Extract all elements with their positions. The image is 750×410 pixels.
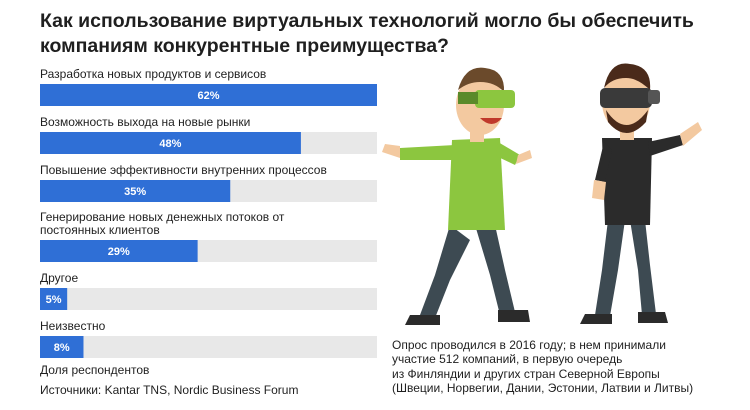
survey-note-line-2: участие 512 компаний, в первую очередь [392, 352, 623, 367]
bar-value-label: 35% [124, 186, 146, 198]
sources-note: Источники: Kantar TNS, Nordic Business F… [40, 383, 299, 397]
bar-track [40, 336, 377, 358]
bar [40, 180, 231, 202]
bar [40, 132, 301, 154]
category-label: Повышение эффективности внутренних проце… [40, 163, 327, 177]
bar [40, 336, 84, 358]
survey-note: Опрос проводился в 2016 году; в нем прин… [392, 338, 742, 395]
left-person [382, 67, 532, 325]
bar [40, 240, 198, 262]
bar-value-label: 29% [108, 246, 130, 258]
unit-note: Доля респондентов [40, 363, 150, 377]
survey-note-line-1: Опрос проводился в 2016 году; в нем прин… [392, 338, 666, 352]
right-person [580, 63, 702, 324]
chart-title-line-1: Как использование виртуальных технологий… [40, 10, 694, 32]
bar [40, 288, 68, 310]
survey-note-line-3: из Финляндии и других стран Северной Евр… [392, 366, 660, 381]
bar [40, 84, 377, 106]
chart-title-line-2: компаниям конкурентные преимущества? [40, 35, 449, 57]
vr-people-illustration [382, 63, 702, 325]
bar-value-label: 8% [54, 342, 70, 354]
bar-value-label: 48% [159, 138, 181, 150]
bar-value-label: 5% [46, 294, 62, 306]
chart-title: Как использование виртуальных технологий… [40, 9, 740, 59]
bar-value-label: 62% [197, 90, 219, 102]
bar-track [40, 288, 377, 310]
category-label: Неизвестно [40, 319, 106, 333]
category-label: Возможность выхода на новые рынки [40, 115, 250, 129]
category-label: постоянных клиентов [40, 223, 160, 237]
category-label: Другое [40, 271, 78, 285]
survey-note-line-4: (Швеции, Норвегии, Дании, Эстонии, Латви… [392, 380, 694, 395]
category-label: Генерирование новых денежных потоков от [40, 210, 285, 224]
category-label: Разработка новых продуктов и сервисов [40, 67, 266, 81]
